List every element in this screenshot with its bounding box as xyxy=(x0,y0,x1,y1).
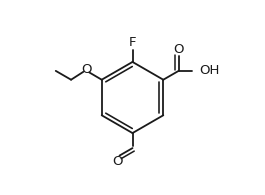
Text: O: O xyxy=(173,43,184,56)
Text: OH: OH xyxy=(199,64,219,77)
Text: F: F xyxy=(129,36,136,49)
Text: O: O xyxy=(112,155,122,168)
Text: O: O xyxy=(81,63,92,76)
